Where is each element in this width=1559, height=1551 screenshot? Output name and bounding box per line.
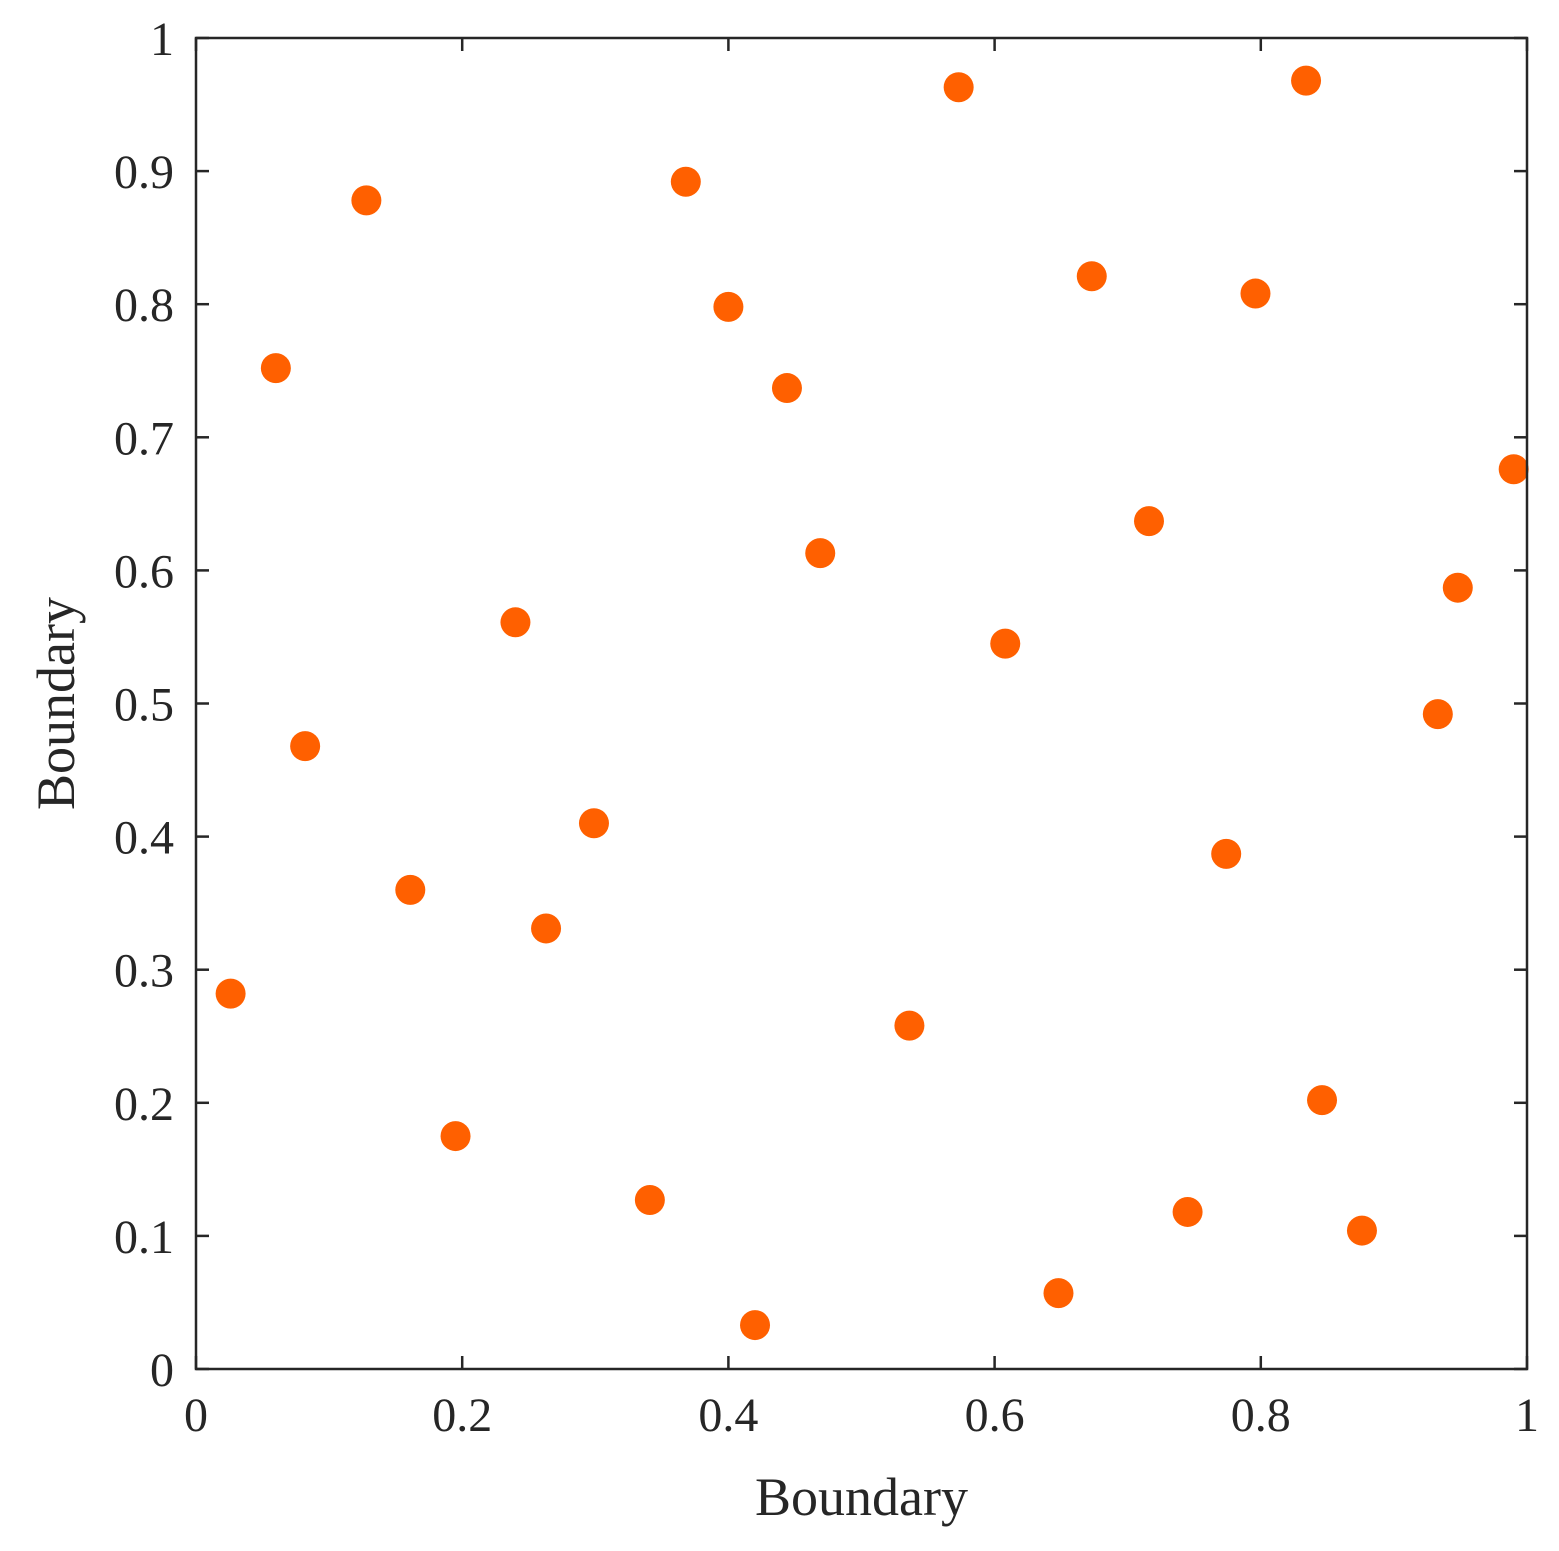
scatter-point [713,291,744,322]
y-tick-label: 0.8 [114,279,174,332]
scatter-point [894,1010,925,1041]
plot-frame [194,36,1529,1371]
y-tick-label: 0.6 [114,545,174,598]
scatter-point [805,538,836,569]
scatter-point [771,373,802,404]
x-axis-label: Boundary [755,1467,968,1527]
scatter-point [260,353,291,384]
scatter-point [1172,1196,1203,1227]
x-tick-label: 0.8 [1231,1389,1291,1442]
scatter-point [351,185,382,216]
x-tick-label: 0.6 [965,1389,1025,1442]
scatter-point [290,731,321,762]
scatter-point [1211,838,1242,869]
scatter-point [531,913,562,944]
y-axis-label: Boundary [26,597,86,810]
y-tick-label: 0.1 [114,1211,174,1264]
y-tick-label: 0 [150,1344,174,1397]
scatter-point [1346,1215,1377,1246]
scatter-point [1291,65,1322,96]
x-tick-label: 1 [1515,1389,1539,1442]
scatter-point [395,874,426,905]
scatter-point [634,1184,665,1215]
y-tick-label: 0.4 [114,812,174,865]
x-tick-label: 0.2 [432,1389,492,1442]
scatter-point [1422,699,1453,730]
scatter-point [1133,506,1164,537]
scatter-point [578,808,609,839]
y-tick-label: 0.5 [114,679,174,732]
y-tick-label: 1 [150,13,174,66]
scatter-point [1498,454,1529,485]
y-tick-labels: 0 0.1 0.2 0.3 0.4 0.5 0.6 0.7 0.8 0.9 1 [114,13,174,1397]
scatter-point [1442,572,1473,603]
scatter-point [990,628,1021,659]
scatter-point [1307,1085,1338,1116]
scatter-point [943,72,974,103]
scatter-points [215,65,1529,1341]
scatter-point [1240,278,1271,309]
scatter-point [440,1121,471,1152]
scatter-point [215,978,246,1009]
y-tick-label: 0.7 [114,412,174,465]
scatter-point [1076,261,1107,292]
scatter-point [1043,1278,1074,1309]
y-tick-label: 0.3 [114,945,174,998]
tick-marks [194,36,1529,1371]
scatter-point [500,607,531,638]
x-tick-labels: 0 0.2 0.4 0.6 0.8 1 [184,1389,1539,1442]
scatter-point [740,1310,771,1341]
x-tick-label: 0 [184,1389,208,1442]
scatter-point [670,166,701,197]
y-tick-label: 0.2 [114,1078,174,1131]
x-tick-label: 0.4 [698,1389,758,1442]
y-tick-label: 0.9 [114,146,174,199]
